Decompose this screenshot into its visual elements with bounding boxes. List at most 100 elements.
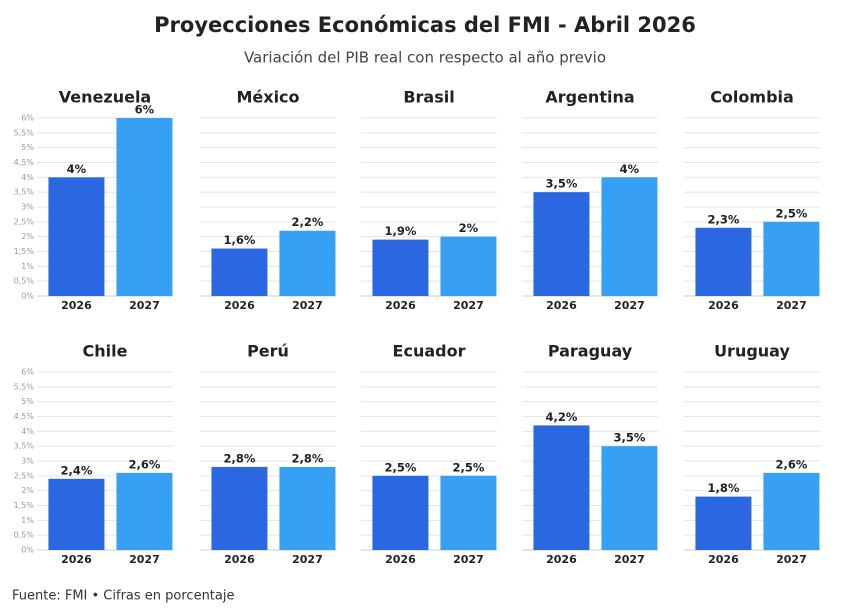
y-tick-label: 2,5% [14,217,35,226]
y-tick-label: 1,5% [14,247,35,256]
bar [372,475,429,550]
x-tick-label: 2027 [614,299,645,312]
bar [279,466,336,550]
y-tick-label: 3,5% [14,442,35,451]
bar [533,425,590,550]
y-tick-label: 5% [21,143,34,152]
value-label: 4,2% [545,410,577,424]
y-tick-label: 4% [21,173,34,182]
value-label: 2,5% [452,460,484,474]
y-tick-label: 2% [21,232,34,241]
value-label: 2,4% [60,463,92,477]
bar [116,472,173,550]
y-tick-label: 5% [21,397,34,406]
y-tick-label: 3% [21,457,34,466]
x-tick-label: 2026 [385,553,416,566]
bar [116,118,173,296]
bar [279,230,336,296]
panel-title: Paraguay [548,342,633,361]
bar [211,248,268,296]
bar [533,192,590,296]
y-tick-label: 4% [21,427,34,436]
x-tick-label: 2027 [292,299,323,312]
x-tick-label: 2026 [708,299,739,312]
value-label: 2,2% [291,215,323,229]
value-label: 1,8% [707,481,739,495]
bar [440,236,497,296]
y-tick-label: 5,5% [14,382,35,391]
panel-title: Venezuela [59,88,151,107]
x-tick-label: 2027 [292,553,323,566]
x-tick-label: 2026 [546,553,577,566]
panel-title: México [236,88,299,107]
x-tick-label: 2027 [453,299,484,312]
bar [601,177,658,296]
y-tick-label: 3,5% [14,188,35,197]
bar [763,221,820,296]
bar [601,446,658,550]
panel-title: Ecuador [393,342,466,361]
value-label: 1,6% [223,233,255,247]
chart-subtitle: Variación del PIB real con respecto al a… [244,49,606,67]
x-tick-label: 2026 [61,299,92,312]
bar [48,478,105,550]
value-label: 2,3% [707,212,739,226]
bar [695,496,752,550]
y-tick-label: 2,5% [14,471,35,480]
x-tick-label: 2027 [776,553,807,566]
y-tick-label: 4,5% [14,158,35,167]
x-tick-label: 2027 [776,299,807,312]
x-tick-label: 2026 [61,553,92,566]
value-label: 4% [620,162,640,176]
y-tick-label: 0,5% [14,277,35,286]
value-label: 6% [135,103,155,117]
x-tick-label: 2026 [546,299,577,312]
x-tick-label: 2027 [129,553,160,566]
value-label: 2,8% [223,451,255,465]
y-tick-label: 0,5% [14,531,35,540]
value-label: 2,8% [291,451,323,465]
y-tick-label: 1% [21,262,34,271]
value-label: 1,9% [384,224,416,238]
x-tick-label: 2026 [385,299,416,312]
panel-title: Uruguay [714,342,790,361]
bar [763,472,820,550]
panel-title: Colombia [710,88,794,107]
value-label: 2,5% [384,460,416,474]
y-tick-label: 0% [21,546,34,555]
x-tick-label: 2027 [453,553,484,566]
x-tick-label: 2026 [224,553,255,566]
y-tick-label: 0% [21,292,34,301]
value-label: 2% [459,221,479,235]
bar [372,239,429,296]
panel-title: Argentina [545,88,634,107]
bar [695,227,752,296]
y-tick-label: 6% [21,368,34,377]
value-label: 2,6% [128,457,160,471]
y-tick-label: 6% [21,114,34,123]
value-label: 4% [67,162,87,176]
panel-title: Brasil [403,88,454,107]
y-tick-label: 1,5% [14,501,35,510]
bar [211,466,268,550]
panel-title: Chile [83,342,128,361]
value-label: 2,6% [775,457,807,471]
source-note: Fuente: FMI • Cifras en porcentaje [12,589,235,604]
y-tick-label: 4,5% [14,412,35,421]
x-tick-label: 2026 [224,299,255,312]
chart-title: Proyecciones Económicas del FMI - Abril … [154,13,696,37]
bar [48,177,105,296]
value-label: 3,5% [545,177,577,191]
value-label: 2,5% [775,206,807,220]
bar [440,475,497,550]
y-tick-label: 3% [21,203,34,212]
y-tick-label: 5,5% [14,128,35,137]
x-tick-label: 2027 [129,299,160,312]
value-label: 3,5% [613,431,645,445]
y-tick-label: 2% [21,486,34,495]
x-tick-label: 2027 [614,553,645,566]
y-tick-label: 1% [21,516,34,525]
x-tick-label: 2026 [708,553,739,566]
panel-title: Perú [247,342,289,361]
